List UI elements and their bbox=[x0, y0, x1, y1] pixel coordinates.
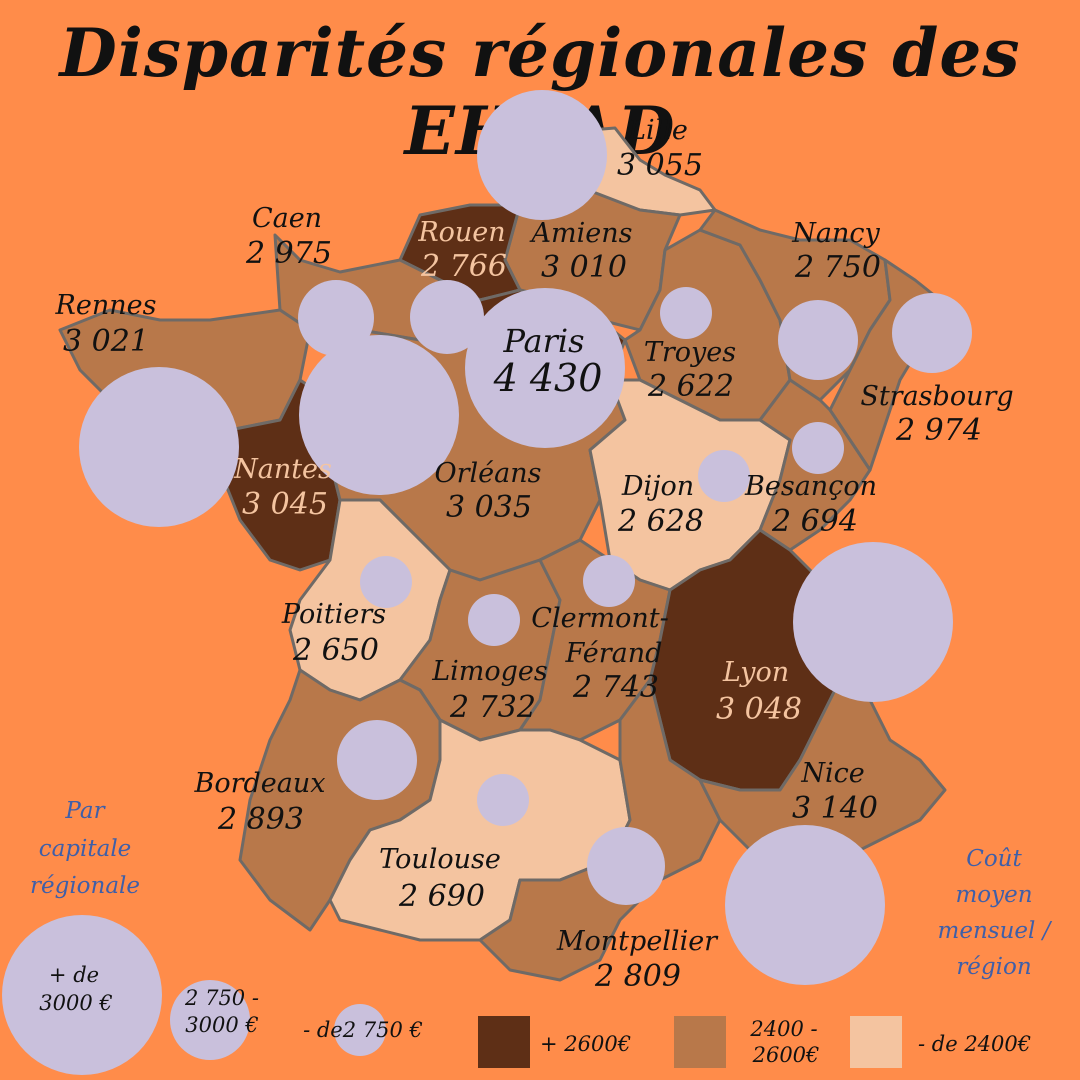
bubble-besancon bbox=[792, 422, 844, 474]
label-city-dijon: Dijon bbox=[621, 471, 694, 502]
label-value-lyon: 3 048 bbox=[716, 692, 802, 727]
label-city-clermont-line2: Férand bbox=[565, 638, 663, 669]
labels-layer: Lille 3 055 Rouen 2 766 Amiens 3 010 Cae… bbox=[55, 115, 1014, 994]
legend-bubble-title-line3: régionale bbox=[30, 873, 140, 899]
bubble-clermont bbox=[583, 555, 635, 607]
legend-swatch-high bbox=[478, 1016, 530, 1068]
label-value-paris: 4 430 bbox=[493, 356, 603, 400]
label-value-besancon: 2 694 bbox=[771, 504, 858, 539]
legend-bubble-large bbox=[2, 915, 162, 1075]
label-value-nantes: 3 045 bbox=[242, 487, 328, 522]
bubble-nancy bbox=[778, 300, 858, 380]
label-city-poitiers: Poitiers bbox=[281, 599, 386, 630]
label-city-rennes: Rennes bbox=[55, 290, 157, 321]
legend-swatch-mid bbox=[674, 1016, 726, 1068]
legend-color-title-line1: Coût bbox=[966, 846, 1022, 872]
label-city-rouen: Rouen bbox=[417, 217, 505, 248]
label-value-limoges: 2 732 bbox=[449, 690, 536, 725]
bubble-caen bbox=[298, 280, 374, 356]
legend-bubble-large-line2: 3000 € bbox=[39, 991, 112, 1015]
bubble-dijon bbox=[698, 450, 750, 502]
bubble-strasbourg bbox=[892, 293, 972, 373]
label-city-limoges: Limoges bbox=[431, 656, 548, 687]
label-city-troyes: Troyes bbox=[644, 337, 736, 368]
label-city-lille: Lille bbox=[627, 115, 688, 146]
legend-color-title-line3: mensuel / bbox=[938, 918, 1053, 944]
legend-bubble-large-line1: + de bbox=[49, 963, 99, 987]
bubble-troyes bbox=[660, 287, 712, 339]
label-city-nice: Nice bbox=[800, 758, 864, 789]
bubbles-layer bbox=[79, 90, 972, 985]
label-value-amiens: 3 010 bbox=[541, 250, 627, 285]
label-value-poitiers: 2 650 bbox=[292, 633, 379, 668]
legend-bubble-size: Par capitale régionale + de 3000 € 2 750… bbox=[2, 798, 423, 1075]
bubble-orleans bbox=[299, 335, 459, 495]
label-city-montpellier: Montpellier bbox=[556, 926, 719, 957]
label-value-nice: 3 140 bbox=[792, 791, 878, 826]
label-value-orleans: 3 035 bbox=[446, 490, 532, 525]
label-value-caen: 2 975 bbox=[245, 236, 332, 271]
label-city-bordeaux: Bordeaux bbox=[194, 768, 326, 799]
bubble-montpellier bbox=[587, 827, 665, 905]
bubble-rouen bbox=[410, 280, 484, 354]
label-value-dijon: 2 628 bbox=[617, 504, 704, 539]
label-value-bordeaux: 2 893 bbox=[217, 802, 304, 837]
legend-bubble-medium bbox=[170, 980, 250, 1060]
bubble-lille bbox=[477, 90, 607, 220]
legend-bubble-medium-line2: 3000 € bbox=[185, 1013, 258, 1037]
label-city-orleans: Orléans bbox=[435, 458, 542, 489]
legend-label-low: - de 2400€ bbox=[918, 1032, 1031, 1056]
label-value-montpellier: 2 809 bbox=[594, 959, 681, 994]
label-city-paris: Paris bbox=[502, 322, 584, 360]
label-value-troyes: 2 622 bbox=[647, 369, 734, 404]
bubble-poitiers bbox=[360, 556, 412, 608]
legend-label-mid-line1: 2400 - bbox=[749, 1017, 817, 1041]
label-value-rouen: 2 766 bbox=[420, 249, 507, 284]
legend-label-high: + 2600€ bbox=[540, 1032, 631, 1056]
label-city-toulouse: Toulouse bbox=[379, 844, 501, 875]
bubble-nice bbox=[725, 825, 885, 985]
bubble-lyon bbox=[793, 542, 953, 702]
label-city-strasbourg: Strasbourg bbox=[860, 381, 1013, 412]
label-city-amiens: Amiens bbox=[529, 218, 633, 249]
label-city-lyon: Lyon bbox=[722, 657, 789, 688]
bubble-paris bbox=[465, 288, 625, 448]
legend-bubble-title-line1: Par bbox=[64, 798, 106, 824]
bubble-limoges bbox=[468, 594, 520, 646]
label-value-nancy: 2 750 bbox=[794, 250, 881, 285]
legend-color-title-line4: région bbox=[956, 954, 1031, 980]
bubble-bordeaux bbox=[337, 720, 417, 800]
legend-swatch-low bbox=[850, 1016, 902, 1068]
label-city-besancon: Besançon bbox=[744, 471, 877, 502]
label-value-toulouse: 2 690 bbox=[398, 879, 485, 914]
label-value-strasbourg: 2 974 bbox=[895, 413, 982, 448]
legend-bubble-small-label: - de2 750 € bbox=[303, 1018, 423, 1042]
legend-color-scale: Coût moyen mensuel / région + 2600€ 2400… bbox=[478, 846, 1053, 1068]
label-value-lille: 3 055 bbox=[617, 148, 703, 183]
bubble-rennes bbox=[79, 367, 239, 527]
label-value-rennes: 3 021 bbox=[63, 324, 149, 359]
legend-bubble-small bbox=[334, 1004, 386, 1056]
legend-label-mid-line2: 2600€ bbox=[752, 1043, 820, 1067]
label-city-caen: Caen bbox=[252, 203, 322, 234]
label-city-nancy: Nancy bbox=[791, 218, 880, 249]
legend-bubble-title-line2: capitale bbox=[39, 836, 132, 862]
label-city-nantes: Nantes bbox=[233, 454, 332, 485]
label-city-clermont-line1: Clermont- bbox=[531, 603, 668, 634]
bubble-toulouse bbox=[477, 774, 529, 826]
label-value-clermont: 2 743 bbox=[572, 670, 659, 705]
legend-bubble-medium-line1: 2 750 - bbox=[184, 986, 259, 1010]
legend-color-title-line2: moyen bbox=[955, 882, 1032, 908]
